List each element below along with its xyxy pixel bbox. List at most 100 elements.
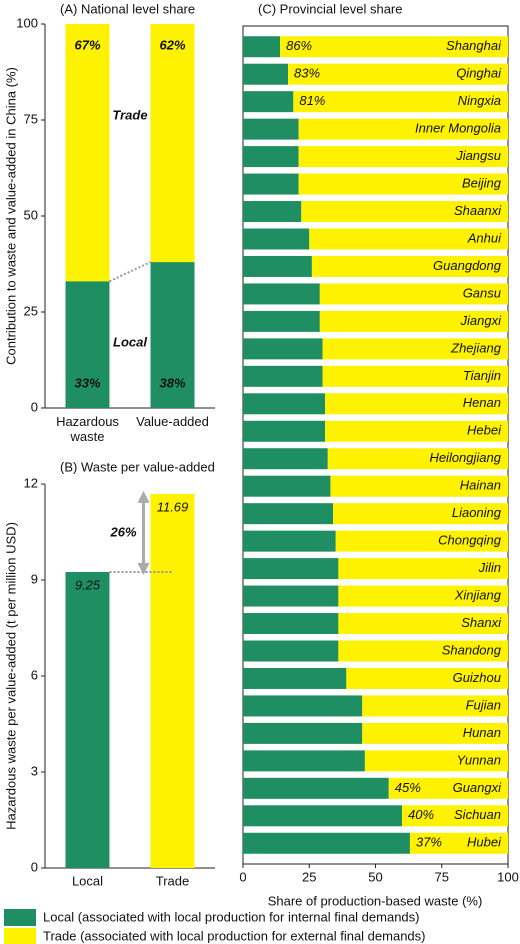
bar-segment	[298, 173, 508, 195]
bar-segment	[322, 338, 508, 360]
y-tick-label: Yunnan	[457, 752, 501, 767]
y-tick-label: Hebei	[467, 423, 502, 438]
bar-segment	[319, 283, 508, 305]
bar-segment	[243, 365, 323, 387]
bar-segment	[402, 805, 508, 827]
value-label: 40%	[408, 807, 434, 822]
connector	[109, 261, 151, 283]
value-label: 62%	[159, 37, 185, 52]
y-tick-label: Shanxi	[461, 615, 502, 630]
y-tick-label: Guangdong	[433, 258, 502, 273]
bar-segment	[362, 695, 508, 717]
bar-segment	[243, 338, 323, 360]
x-tick-label: 100	[497, 869, 519, 884]
y-tick-label: Heilongjiang	[429, 450, 501, 465]
y-tick-label: Guizhou	[453, 670, 501, 685]
bar-segment	[243, 750, 365, 772]
value-label: 45%	[395, 780, 421, 795]
panel-b-y-label: Hazardous waste per value-added (t per m…	[3, 522, 18, 830]
bar-segment	[327, 448, 508, 470]
bar-segment	[150, 24, 195, 263]
value-label: 38%	[159, 375, 185, 390]
bar-segment	[338, 558, 508, 580]
bar-segment	[243, 310, 320, 332]
y-tick-label: 50	[24, 207, 38, 222]
x-tick-label-box: Hazardous waste	[56, 414, 119, 444]
y-tick-label: Fujian	[466, 697, 501, 712]
bar-segment	[288, 63, 508, 85]
bar-segment	[388, 777, 508, 799]
bar-segment	[346, 667, 508, 689]
series-annotation: Local	[113, 334, 147, 349]
bar-segment	[243, 173, 299, 195]
bar-segment	[243, 558, 339, 580]
value-label: 37%	[416, 835, 442, 850]
value-label: 83%	[294, 66, 320, 81]
y-tick-label: Shandong	[442, 642, 502, 657]
bar-segment	[243, 722, 363, 744]
y-tick-label: 12	[24, 475, 38, 490]
y-tick-label: 9	[31, 571, 38, 586]
legend-swatch	[4, 928, 36, 944]
x-tick-label: 75	[435, 869, 449, 884]
y-tick-label: Tianjin	[463, 368, 501, 383]
value-label: 33%	[74, 375, 100, 390]
bar-segment	[243, 503, 334, 525]
bar	[150, 493, 195, 868]
y-tick-label: Chongqing	[438, 533, 502, 548]
legend-label: Trade (associated with local production …	[43, 928, 426, 943]
y-tick-label: 25	[24, 303, 38, 318]
bar-segment	[243, 91, 294, 113]
bar-segment	[319, 310, 508, 332]
bar-segment	[243, 832, 410, 854]
y-tick-label: Zhejiang	[450, 340, 502, 355]
bar-segment	[298, 118, 508, 140]
y-tick-label: Hainan	[460, 478, 501, 493]
bar-segment	[243, 228, 310, 250]
bar-segment	[409, 832, 508, 854]
bar-segment	[293, 91, 508, 113]
bar-segment	[243, 777, 389, 799]
bar-segment	[243, 118, 299, 140]
bar-segment	[322, 365, 508, 387]
y-tick-label: Shanghai	[446, 38, 502, 53]
x-tick-label: 50	[368, 869, 382, 884]
y-tick-label: Guangxi	[453, 780, 503, 795]
legend-swatch	[4, 909, 36, 926]
bar-segment	[243, 530, 336, 552]
bar-segment	[243, 283, 320, 305]
y-tick-label: Ningxia	[458, 93, 501, 108]
value-label: 11.69	[157, 499, 189, 514]
panel-c-x-label: Share of production-based waste (%)	[268, 893, 483, 908]
x-tick-label-box: Value-added	[136, 414, 209, 429]
bar-segment	[362, 722, 508, 744]
y-tick-label: 0	[31, 399, 38, 414]
x-tick-label: Trade	[156, 873, 189, 888]
y-tick-label: Henan	[463, 395, 501, 410]
bar-segment	[330, 475, 508, 497]
y-tick-label: Beijing	[462, 176, 502, 191]
y-tick-label: Gansu	[463, 285, 501, 300]
y-tick-label: Jiangxi	[460, 313, 503, 328]
x-tick-label: Local	[72, 873, 103, 888]
bar-segment	[338, 640, 508, 662]
value-label: 67%	[74, 37, 100, 52]
x-tick-label: 25	[302, 869, 316, 884]
y-tick-label: 3	[31, 763, 38, 778]
y-tick-label: Shaanxi	[454, 203, 502, 218]
y-tick-label: Hunan	[463, 725, 501, 740]
y-tick-label: Liaoning	[452, 505, 502, 520]
bar-segment	[243, 255, 312, 277]
bar-segment	[65, 281, 110, 408]
bar-segment	[243, 667, 347, 689]
x-tick-label: 0	[239, 869, 246, 884]
bar-segment	[243, 448, 328, 470]
y-tick-label: Qinghai	[456, 66, 502, 81]
bar-segment	[243, 613, 339, 635]
y-tick-label: Hubei	[467, 835, 502, 850]
series-annotation: Trade	[112, 107, 147, 122]
panel-a-title: (A) National level share	[60, 1, 195, 16]
bar-segment	[325, 420, 508, 442]
value-label: 81%	[299, 93, 325, 108]
annotation: 26%	[109, 524, 136, 539]
